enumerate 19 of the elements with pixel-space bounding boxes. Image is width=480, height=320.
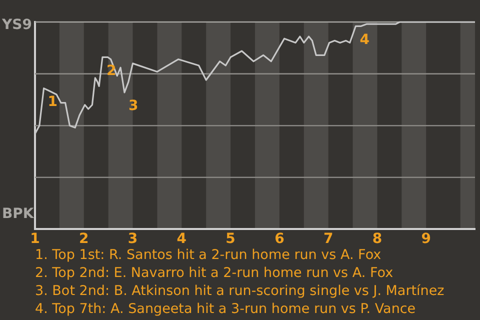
x-tick-label: 6 xyxy=(274,231,284,248)
text: BPK xyxy=(2,206,34,222)
x-tick-label: 8 xyxy=(372,231,382,248)
x-tick-label: 1 xyxy=(30,231,40,248)
x-tick-label: 4 xyxy=(176,231,187,248)
text: YS9 xyxy=(2,17,32,33)
annotation: 4 xyxy=(360,32,370,48)
text: 1. Top 1st: R. Santos hit a 2-run home run vs A. Fox xyxy=(35,246,382,264)
annotation: 3 xyxy=(128,98,138,114)
x-tick-label: 9 xyxy=(421,231,431,248)
x-tick-label: 2 xyxy=(79,231,89,248)
text: 2. Top 2nd: E. Navarro hit a 2-run home run vs A. Fox xyxy=(35,264,394,282)
text: 3. Bot 2nd: B. Atkinson hit a run-scoring single vs J. Martínez xyxy=(35,282,444,300)
annotation: 2 xyxy=(106,62,116,79)
text: 4. Top 7th: A. Sangeeta hit a 3-run home run vs P. Vance xyxy=(35,300,417,318)
annotation: 1 xyxy=(48,94,58,110)
x-tick-label: 7 xyxy=(323,231,334,248)
x-tick-label: 3 xyxy=(128,231,138,248)
x-tick-label: 5 xyxy=(226,231,236,248)
